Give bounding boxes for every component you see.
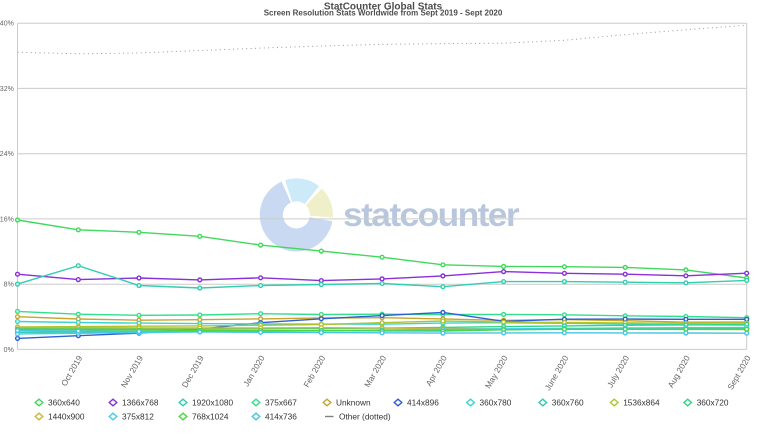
svg-text:40%: 40%	[0, 21, 14, 28]
svg-text:360x640: 360x640	[48, 397, 80, 407]
svg-text:StatCounter Global Stats: StatCounter Global Stats	[324, 2, 443, 13]
svg-text:24%: 24%	[0, 151, 14, 158]
svg-text:375x667: 375x667	[265, 397, 297, 407]
svg-text:375x812: 375x812	[122, 411, 154, 421]
svg-text:16%: 16%	[0, 216, 14, 223]
svg-text:414x896: 414x896	[407, 397, 439, 407]
svg-text:32%: 32%	[0, 86, 14, 93]
svg-text:Other (dotted): Other (dotted)	[339, 411, 391, 421]
svg-text:1366x768: 1366x768	[122, 397, 159, 407]
svg-text:Screen Resolution Stats Worldw: Screen Resolution Stats Worldwide from S…	[264, 9, 503, 18]
svg-text:414x736: 414x736	[265, 411, 297, 421]
svg-text:1920x1080: 1920x1080	[192, 397, 233, 407]
svg-text:1536x864: 1536x864	[623, 397, 660, 407]
svg-text:1440x900: 1440x900	[48, 411, 85, 421]
svg-text:360x780: 360x780	[480, 397, 512, 407]
svg-text:statcounter: statcounter	[343, 196, 520, 233]
svg-text:8%: 8%	[4, 282, 14, 289]
svg-text:360x760: 360x760	[552, 397, 584, 407]
svg-text:0%: 0%	[4, 347, 14, 354]
svg-text:768x1024: 768x1024	[192, 411, 229, 421]
svg-text:Unknown: Unknown	[336, 397, 371, 407]
svg-text:360x720: 360x720	[697, 397, 729, 407]
